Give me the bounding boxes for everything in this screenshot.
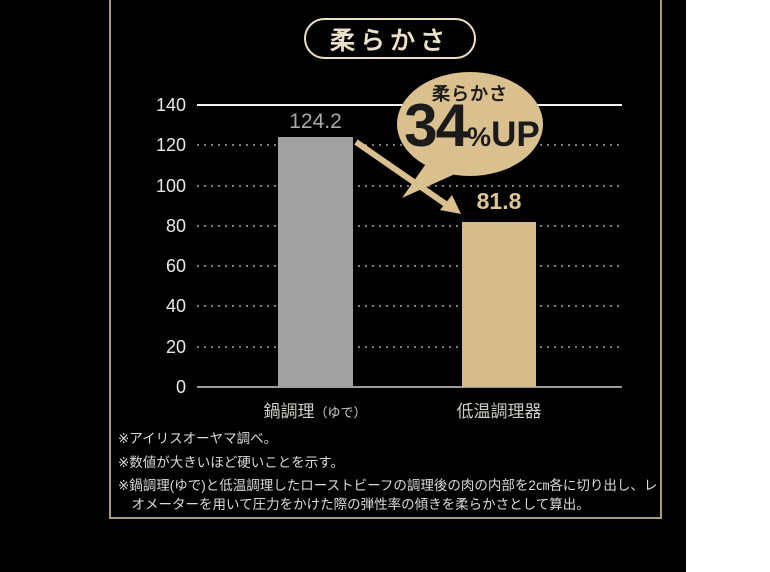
x-label-low-temp-cooker: 低温調理器 [456,402,542,421]
badge-value: 34 [404,92,469,159]
x-label-pot-cooking: 鍋調理（ゆで） [263,402,367,421]
footnote-3: ※鍋調理(ゆで)と低温調理したローストビーフの調理後の肉の内部を2㎝各に切り出し… [118,478,658,512]
y-tick-120: 120 [155,135,186,155]
y-tick-60: 60 [165,256,186,276]
footnote-1: ※アイリスオーヤマ調べ。 [118,431,278,446]
y-tick-40: 40 [165,296,186,316]
decrease-arrow-line [354,139,449,208]
x-label-pot-cooking-sub: （ゆで） [314,405,367,420]
bar-pot-cooking [278,137,353,387]
gridline-60 [197,265,622,267]
bubble-body [397,72,543,176]
footnote-2: ※数値が大きいほど硬いことを示す。 [118,454,344,470]
y-tick-0: 0 [175,377,186,397]
frame-right-line [660,0,662,519]
decrease-arrow-head [440,195,461,214]
y-tick-100: 100 [155,176,186,196]
badge-label: 柔らかさ [432,84,508,104]
y-tick-140: 140 [155,95,186,115]
badge-percent-sign: % [467,122,492,152]
y-tick-80: 80 [165,216,186,236]
gridline-80 [197,225,622,227]
gridline-40 [197,305,622,307]
gridline-100 [197,185,622,187]
gridline-20 [197,346,622,348]
page-background-strip [686,0,770,572]
bar-value-pot-cooking: 124.2 [289,110,342,133]
footnotes: ※アイリスオーヤマ調べ。 ※数値が大きいほど硬いことを示す。 ※鍋調理(ゆで)と… [118,430,666,520]
y-tick-20: 20 [165,337,186,357]
bar-low-temp-cooker [462,222,536,387]
badge-bubble-and-arrow-graphic [354,72,543,214]
bar-value-low-temp-cooker: 81.8 [476,188,522,214]
chart-title-pill: 柔らかさ [304,18,476,59]
chart-title: 柔らかさ [329,26,450,55]
frame-bottom-line [109,517,662,519]
badge-percentage: 34% UP [392,96,552,166]
x-axis-baseline [197,386,622,388]
frame-left-line [109,0,111,519]
badge-up-text: UP [491,115,540,154]
